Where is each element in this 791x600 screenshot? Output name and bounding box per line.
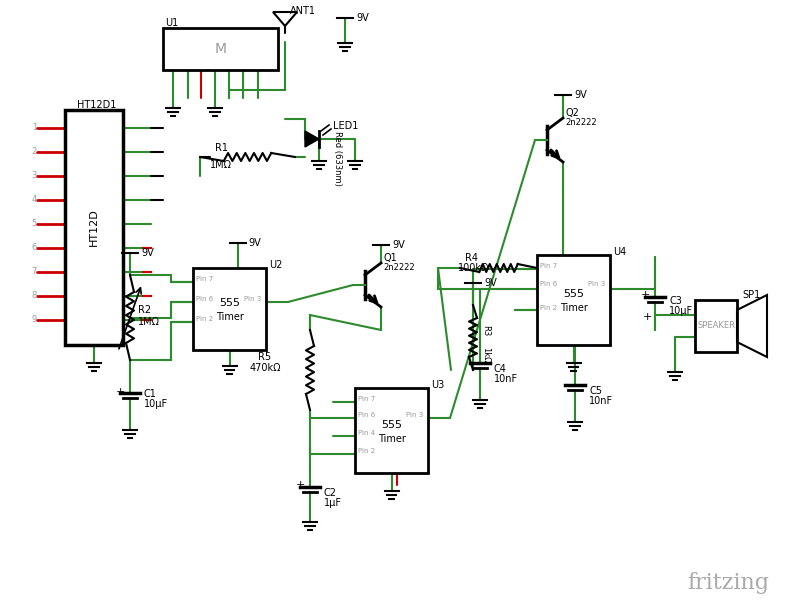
Text: 4: 4 xyxy=(32,196,37,205)
Text: Q2: Q2 xyxy=(565,108,579,118)
Bar xyxy=(193,268,266,350)
Text: 1kΩ: 1kΩ xyxy=(481,347,490,364)
Text: 8: 8 xyxy=(32,292,37,301)
Text: 100kΩ: 100kΩ xyxy=(458,263,490,273)
Text: Pin 6: Pin 6 xyxy=(540,281,557,287)
Text: 9V: 9V xyxy=(248,238,261,248)
Text: Pin 2: Pin 2 xyxy=(358,448,375,454)
Text: 1µF: 1µF xyxy=(324,497,342,508)
Text: U3: U3 xyxy=(431,380,445,390)
Text: 7: 7 xyxy=(32,268,37,277)
Text: U1: U1 xyxy=(165,18,178,28)
Text: HT12D1: HT12D1 xyxy=(77,100,116,110)
Text: 9V: 9V xyxy=(141,248,153,258)
Text: 1MΩ: 1MΩ xyxy=(210,160,232,170)
Text: 3: 3 xyxy=(32,172,37,181)
Text: 9V: 9V xyxy=(484,278,497,288)
Text: +: + xyxy=(116,387,126,397)
Text: HT12D: HT12D xyxy=(89,209,99,247)
Text: 2n2222: 2n2222 xyxy=(565,118,596,127)
Text: R3: R3 xyxy=(481,325,490,336)
Text: C3: C3 xyxy=(669,296,682,307)
Text: 555: 555 xyxy=(563,289,584,299)
Text: Pin 4: Pin 4 xyxy=(358,430,375,436)
Bar xyxy=(537,255,610,345)
Text: 10nF: 10nF xyxy=(494,374,518,384)
Text: Pin 7: Pin 7 xyxy=(196,276,214,282)
Text: R5: R5 xyxy=(258,352,271,362)
Text: Timer: Timer xyxy=(377,433,406,443)
Text: C2: C2 xyxy=(324,487,337,497)
Text: 2: 2 xyxy=(32,148,37,157)
Bar xyxy=(355,388,428,473)
Text: Q1: Q1 xyxy=(383,253,397,263)
Bar xyxy=(695,300,737,352)
Text: 1: 1 xyxy=(32,124,37,133)
Text: 555: 555 xyxy=(219,298,240,308)
Text: Pin 3: Pin 3 xyxy=(588,281,605,287)
Text: 555: 555 xyxy=(381,419,402,430)
Text: R4: R4 xyxy=(465,253,478,263)
Text: U4: U4 xyxy=(613,247,626,257)
Text: Timer: Timer xyxy=(216,312,244,322)
Text: 470kΩ: 470kΩ xyxy=(250,363,282,373)
Text: 9: 9 xyxy=(32,316,37,325)
Text: SPEAKER: SPEAKER xyxy=(697,322,735,331)
Text: 6: 6 xyxy=(32,244,37,253)
Text: R1: R1 xyxy=(215,143,228,153)
Bar xyxy=(163,28,278,70)
Text: U2: U2 xyxy=(269,260,282,270)
Text: Pin 2: Pin 2 xyxy=(540,305,557,311)
Text: +: + xyxy=(641,290,650,301)
Text: +: + xyxy=(643,312,653,322)
Text: 2n2222: 2n2222 xyxy=(383,263,414,272)
Text: Pin 3: Pin 3 xyxy=(244,296,261,302)
Text: Pin 6: Pin 6 xyxy=(196,296,214,302)
Text: C1: C1 xyxy=(144,389,157,399)
Text: 5: 5 xyxy=(32,220,37,229)
Text: 1MΩ: 1MΩ xyxy=(138,317,160,327)
Text: Timer: Timer xyxy=(559,303,588,313)
Text: LED1: LED1 xyxy=(333,121,358,131)
Text: ANT1: ANT1 xyxy=(290,6,316,16)
Bar xyxy=(65,110,123,345)
Text: Pin 3: Pin 3 xyxy=(406,412,423,418)
Text: 10µF: 10µF xyxy=(144,399,168,409)
Polygon shape xyxy=(305,131,319,147)
Text: C4: C4 xyxy=(494,364,507,374)
Text: 9V: 9V xyxy=(392,240,405,250)
Text: 9V: 9V xyxy=(574,90,587,100)
Text: Pin 7: Pin 7 xyxy=(540,263,557,269)
Text: SP1: SP1 xyxy=(742,290,760,300)
Text: R2: R2 xyxy=(138,305,151,315)
Text: Pin 7: Pin 7 xyxy=(358,396,375,402)
Text: 9V: 9V xyxy=(356,13,369,23)
Text: 10nF: 10nF xyxy=(589,396,613,406)
Text: C5: C5 xyxy=(589,386,602,396)
Text: 10µF: 10µF xyxy=(669,307,693,317)
Text: +: + xyxy=(296,481,305,491)
Text: M: M xyxy=(214,42,226,56)
Text: Pin 2: Pin 2 xyxy=(196,316,213,322)
Text: fritzing: fritzing xyxy=(687,572,769,594)
Text: Red (633nm): Red (633nm) xyxy=(333,131,342,186)
Text: Pin 6: Pin 6 xyxy=(358,412,375,418)
